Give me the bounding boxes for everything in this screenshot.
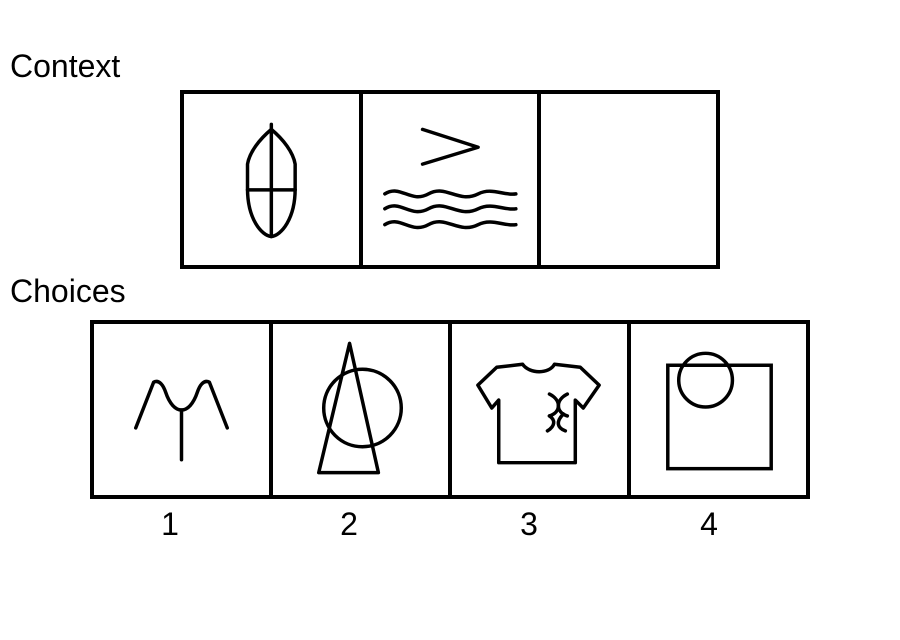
tshirt-icon [476,362,601,465]
square-circle-icon [666,351,773,471]
context-panel-1 [184,94,363,265]
choice-number-4: 4 [700,506,718,542]
context-panel-empty [541,94,716,265]
boat-icon [245,122,297,239]
context-label: Context [10,48,121,84]
triangle-circle-icon [316,341,404,475]
waves-icon [382,127,518,230]
choices-label: Choices [10,273,126,309]
context-panel-row [180,90,720,269]
context-panel-2 [363,94,542,265]
choice-number-2: 2 [340,506,358,542]
choices-panel-row [90,320,810,499]
choice-option-4[interactable] [631,324,806,495]
choice-option-1[interactable] [94,324,273,495]
choice-number-3: 3 [520,506,538,542]
choice-number-1: 1 [161,506,179,542]
coat-hanger-icon [134,379,229,462]
choice-option-2[interactable] [273,324,452,495]
choice-option-3[interactable] [452,324,631,495]
